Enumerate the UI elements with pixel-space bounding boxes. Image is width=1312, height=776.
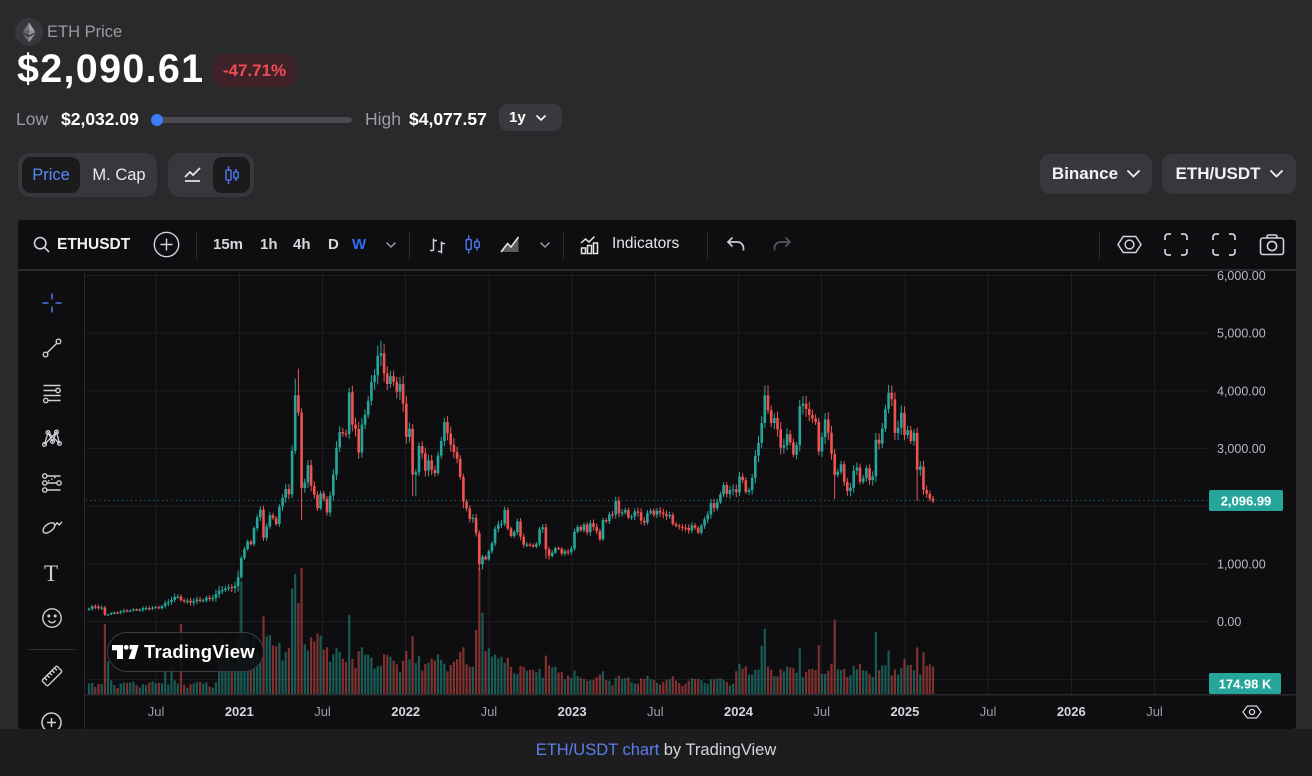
svg-text:Jul: Jul [647,704,664,719]
svg-text:Jul: Jul [314,704,331,719]
svg-text:2024: 2024 [724,704,754,719]
svg-text:2025: 2025 [890,704,919,719]
svg-text:1,000.00: 1,000.00 [1217,557,1266,571]
svg-text:Jul: Jul [148,704,165,719]
svg-text:2026: 2026 [1057,704,1086,719]
svg-text:Jul: Jul [1146,704,1163,719]
svg-text:4,000.00: 4,000.00 [1217,384,1266,398]
svg-text:2023: 2023 [558,704,587,719]
svg-text:Jul: Jul [813,704,830,719]
svg-text:2021: 2021 [225,704,254,719]
svg-text:Jul: Jul [481,704,498,719]
svg-text:5,000.00: 5,000.00 [1217,327,1266,341]
svg-text:0.00: 0.00 [1217,615,1241,629]
svg-text:6,000.00: 6,000.00 [1217,269,1266,283]
svg-text:Jul: Jul [980,704,997,719]
svg-text:2022: 2022 [391,704,420,719]
svg-text:174.98 K: 174.98 K [1219,677,1272,692]
svg-text:3,000.00: 3,000.00 [1217,442,1266,456]
svg-text:2,096.99: 2,096.99 [1221,494,1272,509]
